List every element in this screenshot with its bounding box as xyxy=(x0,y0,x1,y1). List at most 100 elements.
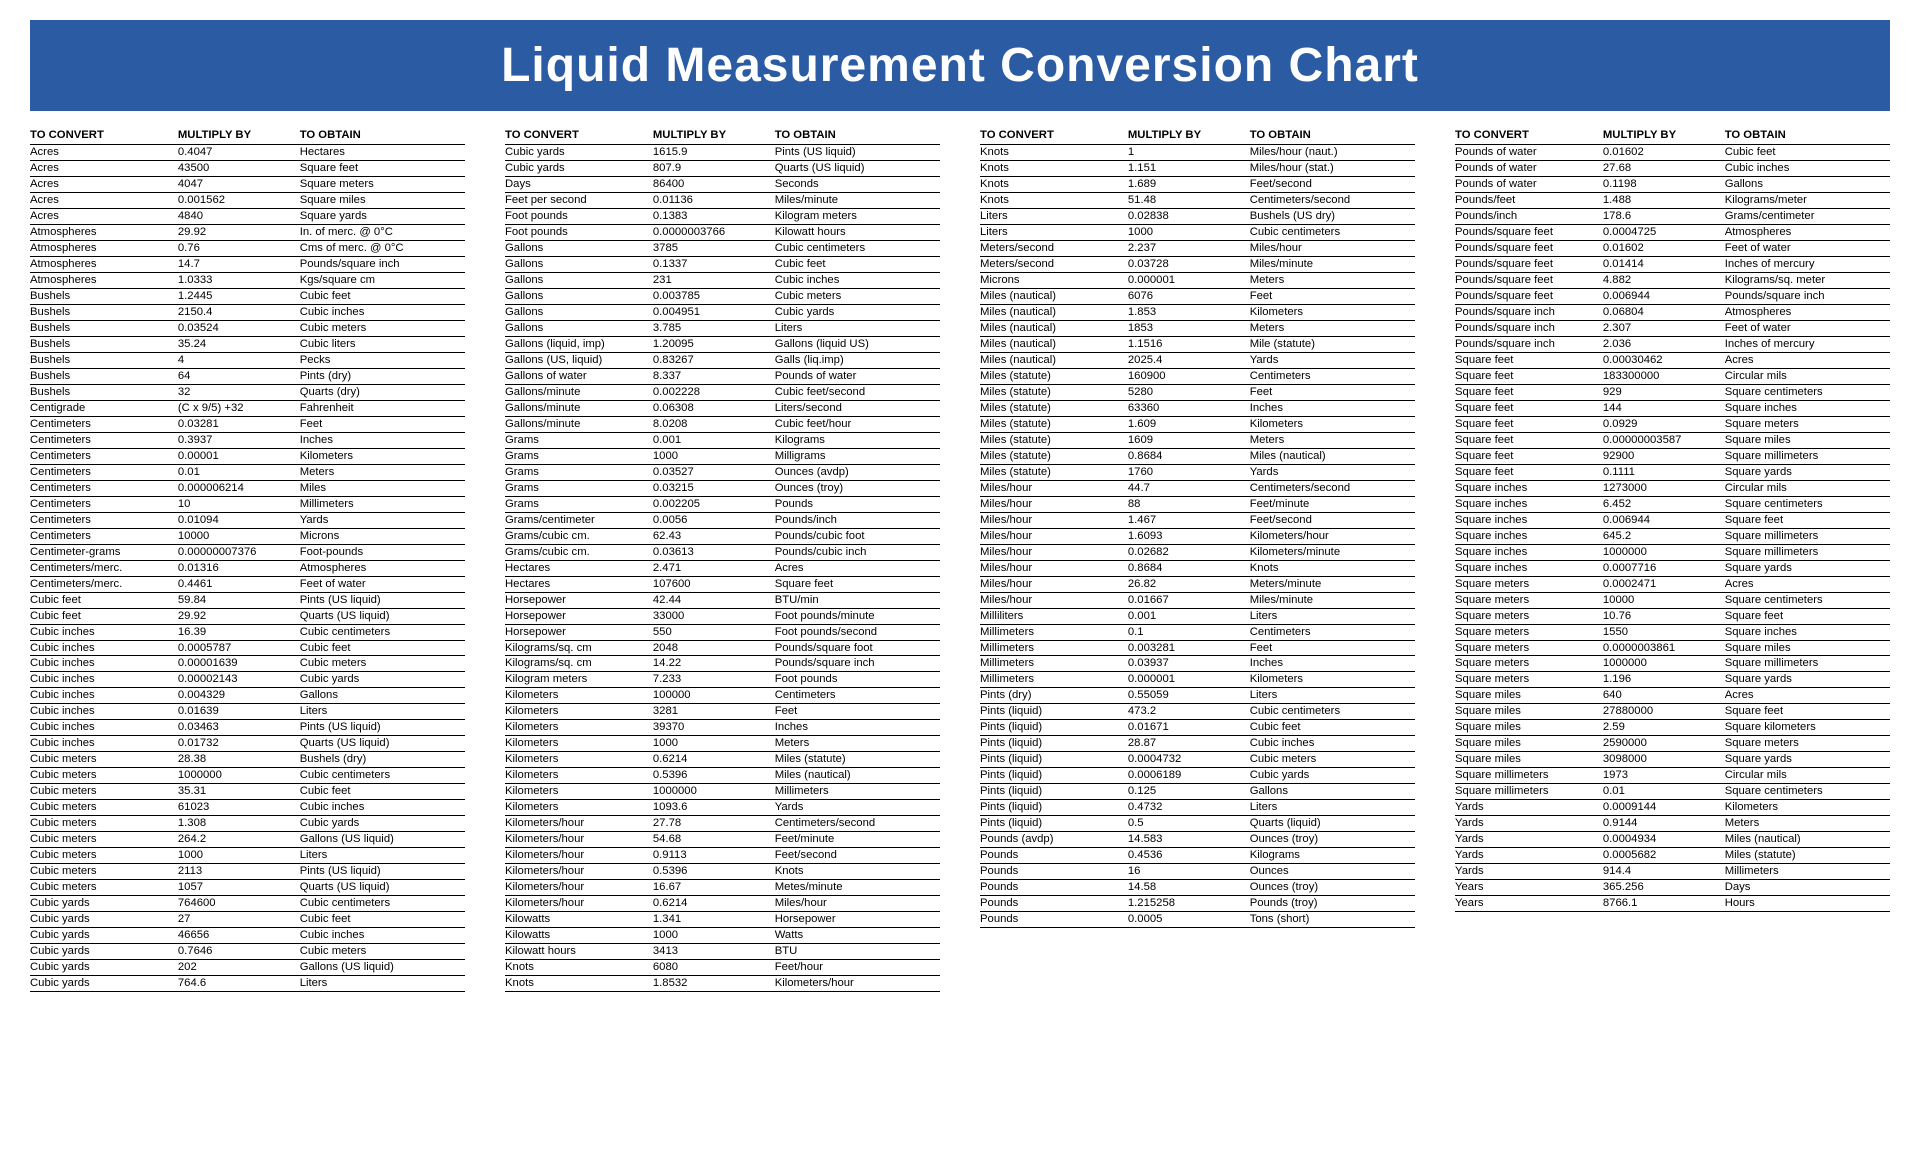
column-2: TO CONVERTMULTIPLY BYTO OBTAINCubic yard… xyxy=(505,129,940,992)
cell: Foot pounds/second xyxy=(775,624,940,640)
cell: 1550 xyxy=(1603,624,1725,640)
table-row: Knots1.689Feet/second xyxy=(980,176,1415,192)
cell: 10.76 xyxy=(1603,608,1725,624)
cell: Pounds xyxy=(980,896,1128,912)
cell: Cubic yards xyxy=(30,896,178,912)
cell: Centigrade xyxy=(30,400,178,416)
cell: Miles/minute xyxy=(1250,256,1415,272)
cell: 0.8684 xyxy=(1128,448,1250,464)
table-row: Pounds/square feet0.01602Feet of water xyxy=(1455,240,1890,256)
table-row: Pints (liquid)0.0006189Cubic yards xyxy=(980,768,1415,784)
cell: Cubic centimeters xyxy=(1250,704,1415,720)
table-row: Kilogram meters7.233Foot pounds xyxy=(505,672,940,688)
cell: 764600 xyxy=(178,896,300,912)
cell: 3.785 xyxy=(653,320,775,336)
cell: Gallons of water xyxy=(505,368,653,384)
cell: 0.1337 xyxy=(653,256,775,272)
cell: Ounces (avdp) xyxy=(775,464,940,480)
cell: Square meters xyxy=(300,176,465,192)
cell: Square inches xyxy=(1455,512,1603,528)
table-row: Square millimeters1973Circular mils xyxy=(1455,768,1890,784)
table-row: Pints (liquid)0.5Quarts (liquid) xyxy=(980,816,1415,832)
cell: Square kilometers xyxy=(1725,720,1890,736)
cell: Kilometers xyxy=(505,800,653,816)
table-row: Yards0.0004934Miles (nautical) xyxy=(1455,832,1890,848)
table-row: Square inches1000000Square millimeters xyxy=(1455,544,1890,560)
cell: 1000 xyxy=(653,448,775,464)
cell: 1093.6 xyxy=(653,800,775,816)
cell: Feet/second xyxy=(1250,512,1415,528)
cell: Bushels xyxy=(30,320,178,336)
cell: Kilometers/minute xyxy=(1250,544,1415,560)
cell: Kilowatt hours xyxy=(505,944,653,960)
cell: Cubic feet xyxy=(30,608,178,624)
table-row: Centimeters10000Microns xyxy=(30,528,465,544)
cell: Square feet xyxy=(1455,384,1603,400)
cell: Bushels xyxy=(30,352,178,368)
cell: Cubic yards xyxy=(30,960,178,976)
table-row: Gallons0.1337Cubic feet xyxy=(505,256,940,272)
cell: Pounds/square inch xyxy=(1455,320,1603,336)
cell: Inches xyxy=(775,720,940,736)
cell: Grams xyxy=(505,496,653,512)
table-row: Cubic yards807.9Quarts (US liquid) xyxy=(505,160,940,176)
table-row: Cubic inches0.03463Pints (US liquid) xyxy=(30,720,465,736)
table-row: Grams1000Milligrams xyxy=(505,448,940,464)
cell: Square miles xyxy=(1455,752,1603,768)
cell: Microns xyxy=(300,528,465,544)
cell: Miles xyxy=(300,480,465,496)
cell: Miles/hour xyxy=(980,512,1128,528)
cell: Atmospheres xyxy=(1725,224,1890,240)
cell: 0.004329 xyxy=(178,688,300,704)
cell: Yards xyxy=(1250,464,1415,480)
cell: Pounds of water xyxy=(1455,144,1603,160)
cell: 231 xyxy=(653,272,775,288)
cell: Meters xyxy=(775,736,940,752)
cell: Pints (dry) xyxy=(300,368,465,384)
table-row: Pounds/square inch0.06804Atmospheres xyxy=(1455,304,1890,320)
cell: 0.0005 xyxy=(1128,912,1250,928)
cell: 0.00000007376 xyxy=(178,544,300,560)
cell: Centimeters/second xyxy=(1250,192,1415,208)
table-row: Pounds/square feet0.006944Pounds/square … xyxy=(1455,288,1890,304)
cell: Miles (nautical) xyxy=(1250,448,1415,464)
cell: 0.0004732 xyxy=(1128,752,1250,768)
cell: Seconds xyxy=(775,176,940,192)
cell: Cubic feet xyxy=(775,256,940,272)
table-row: Centimeters0.01094Yards xyxy=(30,512,465,528)
cell: Miles/hour xyxy=(980,480,1128,496)
cell: Square meters xyxy=(1455,672,1603,688)
cell: Meters/minute xyxy=(1250,576,1415,592)
cell: Kilowatts xyxy=(505,928,653,944)
cell: 0.0005787 xyxy=(178,640,300,656)
cell: Horsepower xyxy=(505,608,653,624)
cell: Cubic inches xyxy=(30,688,178,704)
cell: 1.2445 xyxy=(178,288,300,304)
cell: Hectares xyxy=(505,576,653,592)
cell: Square miles xyxy=(1725,432,1890,448)
cell: Feet/second xyxy=(1250,176,1415,192)
table-row: Kilometers100000Centimeters xyxy=(505,688,940,704)
cell: Kilometers/hour xyxy=(1250,528,1415,544)
table-row: Cubic meters28.38Bushels (dry) xyxy=(30,752,465,768)
cell: 1 xyxy=(1128,144,1250,160)
cell: 0.01316 xyxy=(178,560,300,576)
cell: Yards xyxy=(1455,816,1603,832)
cell: 64 xyxy=(178,368,300,384)
table-row: Kilograms/sq. cm2048Pounds/square foot xyxy=(505,640,940,656)
cell: 10000 xyxy=(178,528,300,544)
table-row: Cubic meters1000000Cubic centimeters xyxy=(30,768,465,784)
cell: Kilometers/hour xyxy=(505,816,653,832)
cell: Liters/second xyxy=(775,400,940,416)
table-row: Cubic meters35.31Cubic feet xyxy=(30,784,465,800)
cell: 0.006944 xyxy=(1603,512,1725,528)
table-row: Miles (statute)160900Centimeters xyxy=(980,368,1415,384)
cell: Square inches xyxy=(1455,528,1603,544)
cell: Square millimeters xyxy=(1725,544,1890,560)
cell: Yards xyxy=(1455,832,1603,848)
cell: Kilometers/hour xyxy=(775,976,940,992)
cell: Kilometers xyxy=(505,720,653,736)
cell: Kilometers xyxy=(1250,416,1415,432)
cell: Kilometers/hour xyxy=(505,896,653,912)
cell: Cubic feet xyxy=(1725,144,1890,160)
